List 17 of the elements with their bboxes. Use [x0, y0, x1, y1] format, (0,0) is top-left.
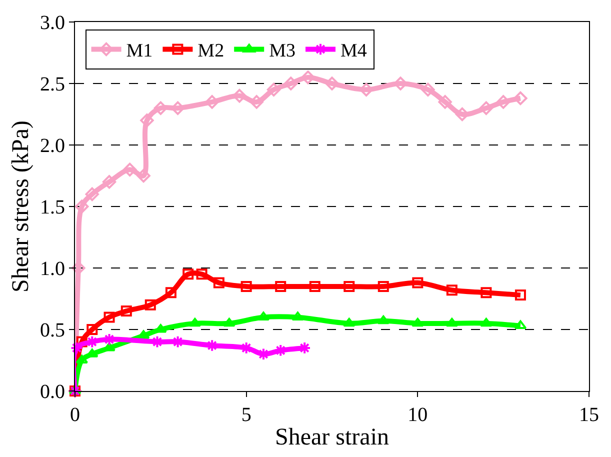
y-tick-label: 0.5: [40, 320, 65, 342]
y-tick-label: 1.0: [40, 258, 65, 280]
x-axis-title: Shear strain: [275, 424, 389, 450]
y-tick-label: 2.5: [40, 74, 65, 96]
y-tick-label: 3.0: [40, 12, 65, 34]
y-tick-label: 0.0: [40, 381, 65, 403]
legend-label: M2: [198, 40, 224, 62]
legend-label: M1: [126, 40, 153, 62]
x-tick-label: 10: [408, 404, 428, 426]
y-axis-title: Shear stress (kPa): [8, 120, 34, 292]
x-tick-label: 5: [241, 404, 252, 426]
x-tick-label: 15: [579, 404, 599, 426]
x-tick-label: 0: [70, 404, 80, 426]
legend-label: M4: [340, 40, 368, 62]
legend-label: M3: [269, 40, 296, 62]
y-tick-label: 2.0: [40, 135, 65, 157]
y-tick-label: 1.5: [40, 196, 65, 218]
